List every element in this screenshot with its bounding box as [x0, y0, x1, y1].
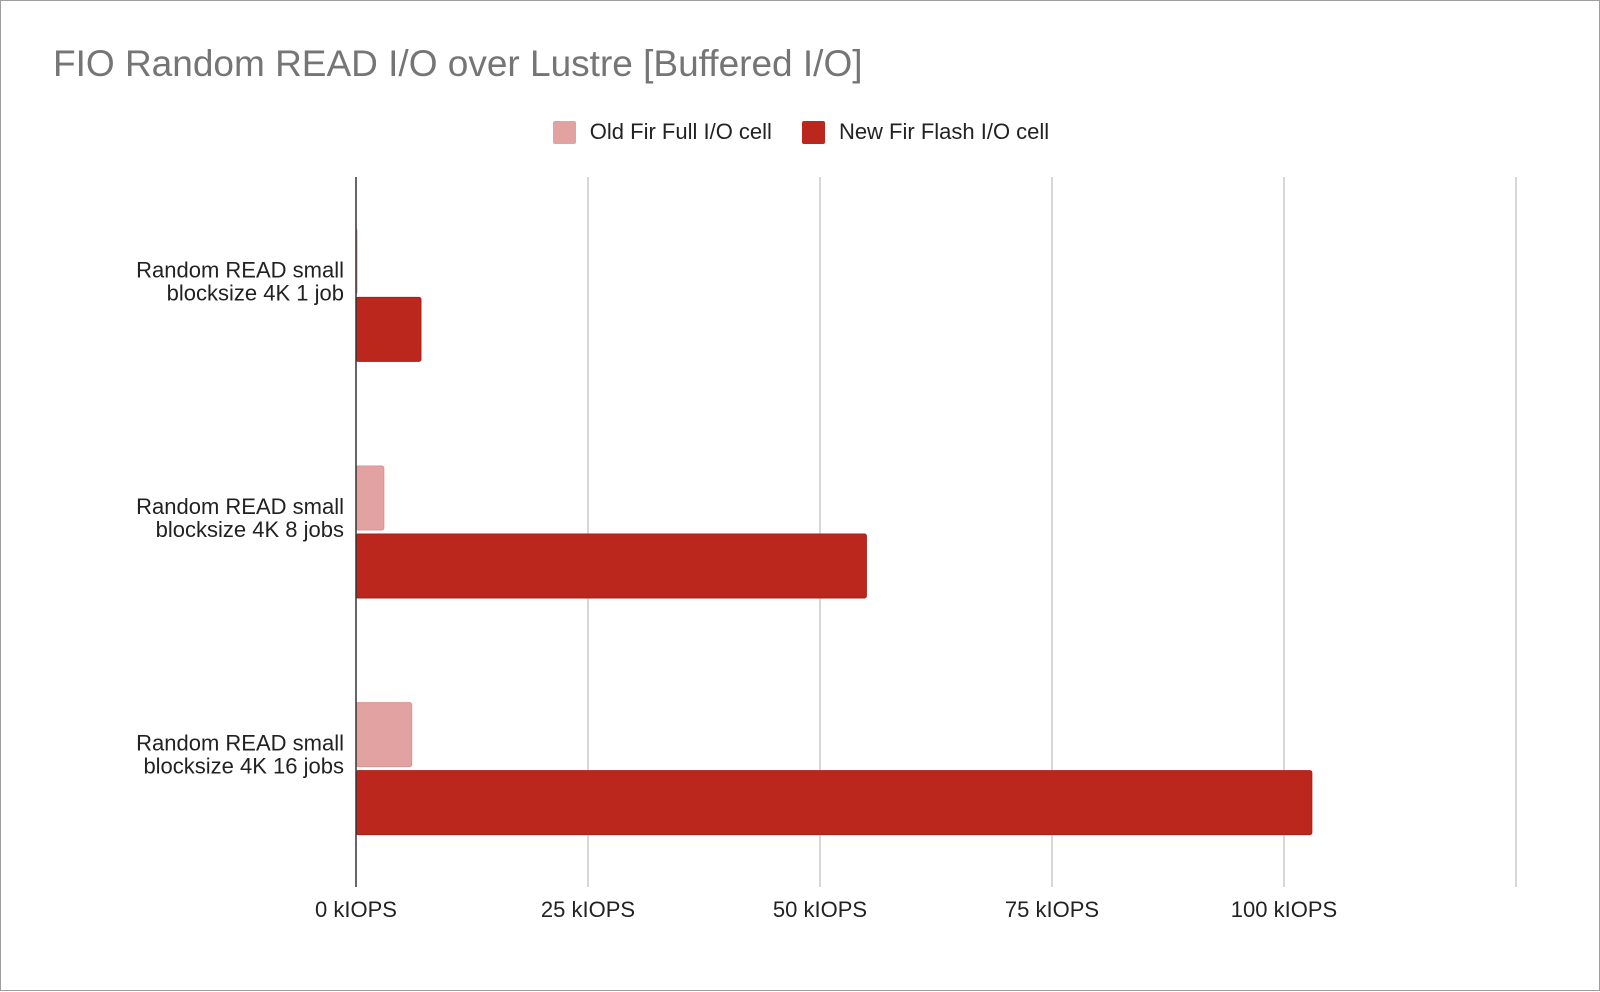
- legend-swatch-old-fir: [552, 120, 576, 144]
- category-label-2-line-2: blocksize 4K 8 jobs: [156, 517, 344, 542]
- bar-new-fir-cat-2: [355, 533, 867, 599]
- x-tick-label-0: 0 kIOPS: [315, 897, 397, 922]
- chart-title: FIO Random READ I/O over Lustre [Buffere…: [53, 43, 863, 84]
- x-tick-label-3: 75 kIOPS: [1005, 897, 1099, 922]
- x-tick-label-2: 50 kIOPS: [773, 897, 867, 922]
- category-label-2: Random READ small blocksize 4K 8 jobs: [136, 494, 344, 542]
- category-label-3-line-2: blocksize 4K 16 jobs: [143, 754, 344, 779]
- category-label-1-line-2: blocksize 4K 1 job: [167, 280, 344, 305]
- legend-label-old-fir: Old Fir Full I/O cell: [589, 119, 772, 144]
- bar-old-fir-cat-3: [355, 702, 413, 768]
- legend-item-new-fir: New Fir Flash I/O cell: [801, 119, 1050, 145]
- x-tick-label-1: 25 kIOPS: [541, 897, 635, 922]
- category-label-3-line-1: Random READ small: [136, 731, 344, 756]
- category-label-3: Random READ small blocksize 4K 16 jobs: [136, 731, 344, 779]
- category-label-1-line-1: Random READ small: [136, 257, 344, 282]
- legend-item-old-fir: Old Fir Full I/O cell: [552, 119, 772, 145]
- legend-label-new-fir: New Fir Flash I/O cell: [838, 119, 1050, 144]
- category-label-1: Random READ small blocksize 4K 1 job: [136, 257, 344, 305]
- legend-swatch-new-fir: [801, 120, 825, 144]
- bar-new-fir-cat-1: [355, 296, 422, 362]
- legend: Old Fir Full I/O cell New Fir Flash I/O …: [1, 119, 1600, 145]
- bar-new-fir-cat-3: [355, 770, 1313, 836]
- bar-old-fir-cat-2: [355, 465, 385, 531]
- category-label-2-line-1: Random READ small: [136, 494, 344, 519]
- x-tick-label-4: 100 kIOPS: [1231, 897, 1337, 922]
